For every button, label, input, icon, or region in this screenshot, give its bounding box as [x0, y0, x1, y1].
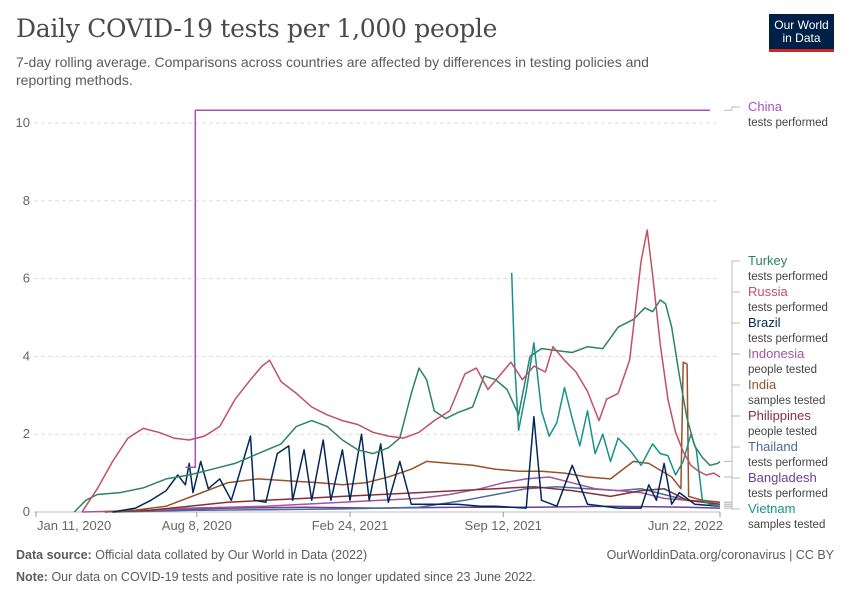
- legend-label-russia[interactable]: Russia: [748, 284, 789, 299]
- legend-label-china[interactable]: China: [748, 99, 783, 114]
- x-axis: Jan 11, 2020 Aug 8, 2020 Feb 24, 2021 Sep 1…: [35, 512, 723, 533]
- source-label: Data source:: [16, 548, 92, 562]
- y-tick-label: 8: [23, 193, 30, 208]
- x-tick-label: Feb 24, 2021: [312, 518, 389, 533]
- series-layer: [73, 109, 721, 513]
- y-tick-label: 4: [23, 348, 30, 363]
- series-line-philippines[interactable]: [112, 485, 721, 513]
- series-line-indonesia[interactable]: [81, 476, 721, 513]
- legend-label-thailand[interactable]: Thailand: [748, 439, 798, 454]
- legend-sublabel: samples tested: [748, 519, 825, 531]
- legend-label-indonesia[interactable]: Indonesia: [748, 346, 805, 361]
- series-line-russia[interactable]: [81, 229, 721, 513]
- x-tick-label: Aug 8, 2020: [162, 518, 232, 533]
- y-tick-label: 2: [23, 426, 30, 441]
- legend-label-turkey[interactable]: Turkey: [748, 253, 788, 268]
- legend-label-brazil[interactable]: Brazil: [748, 315, 781, 330]
- series-line-china[interactable]: [185, 109, 710, 469]
- logo-line-2: in Data: [782, 30, 821, 45]
- note-text: Our data on COVID-19 tests and positive …: [51, 570, 536, 584]
- legend-sublabel: tests performed: [748, 488, 828, 500]
- series-line-turkey[interactable]: [73, 299, 721, 513]
- legend-sublabel: tests performed: [748, 271, 828, 283]
- owid-logo[interactable]: Our World in Data: [769, 14, 834, 52]
- source-text: Official data collated by Our World in D…: [95, 548, 368, 562]
- series-line-vietnam[interactable]: [510, 272, 721, 507]
- legend-label-bangladesh[interactable]: Bangladesh: [748, 470, 817, 485]
- legend-sublabel: samples tested: [748, 395, 825, 407]
- legend-sublabel: people tested: [748, 426, 817, 438]
- x-tick-label: Sep 12, 2021: [465, 518, 542, 533]
- y-tick-label: 0: [23, 504, 30, 519]
- chart-subtitle: 7-day rolling average. Comparisons acros…: [16, 54, 649, 88]
- x-tick-label: Jan 11, 2020: [37, 518, 111, 533]
- legend-sublabel: tests performed: [748, 302, 828, 314]
- series-line-brazil[interactable]: [112, 415, 721, 513]
- logo-line-1: Our World: [774, 17, 829, 32]
- footer-source: Data source: Official data collated by O…: [16, 548, 367, 562]
- legend-sublabel: tests performed: [748, 333, 828, 345]
- chart-title: Daily COVID-19 tests per 1,000 people: [16, 14, 498, 43]
- x-tick-label: Jun 22, 2022: [648, 518, 723, 533]
- legend-connector: [724, 446, 740, 505]
- legend-sublabel: tests performed: [748, 457, 828, 469]
- legend-connector: [724, 477, 740, 509]
- y-axis: 0 2 4 6 8 10: [16, 115, 30, 519]
- footer-link[interactable]: OurWorldinData.org/coronavirus | CC BY: [606, 548, 834, 562]
- legend: China tests performed Turkey tests performe…: [724, 99, 828, 531]
- legend-label-vietnam[interactable]: Vietnam: [748, 501, 795, 516]
- legend-connector: [724, 106, 740, 111]
- note-label: Note:: [16, 570, 48, 584]
- legend-sublabel: people tested: [748, 364, 817, 376]
- legend-label-india[interactable]: India: [748, 377, 777, 392]
- legend-sublabel: tests performed: [748, 117, 828, 129]
- footer-note: Note: Our data on COVID-19 tests and pos…: [16, 570, 536, 584]
- y-tick-label: 6: [23, 271, 30, 286]
- grid-layer: [34, 122, 720, 513]
- legend-label-philippines[interactable]: Philippines: [748, 408, 811, 423]
- legend-connector: [724, 505, 740, 510]
- y-tick-label: 10: [16, 115, 30, 130]
